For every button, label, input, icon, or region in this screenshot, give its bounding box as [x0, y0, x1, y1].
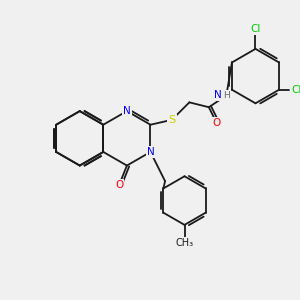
Text: N: N [147, 147, 154, 157]
Text: H: H [223, 91, 230, 100]
Text: Cl: Cl [291, 85, 300, 95]
Text: O: O [212, 118, 221, 128]
Text: N: N [123, 106, 131, 116]
Text: Cl: Cl [250, 24, 261, 34]
Text: CH₃: CH₃ [176, 238, 194, 248]
Text: N: N [214, 90, 221, 100]
Text: S: S [168, 115, 175, 125]
Text: O: O [115, 180, 123, 190]
